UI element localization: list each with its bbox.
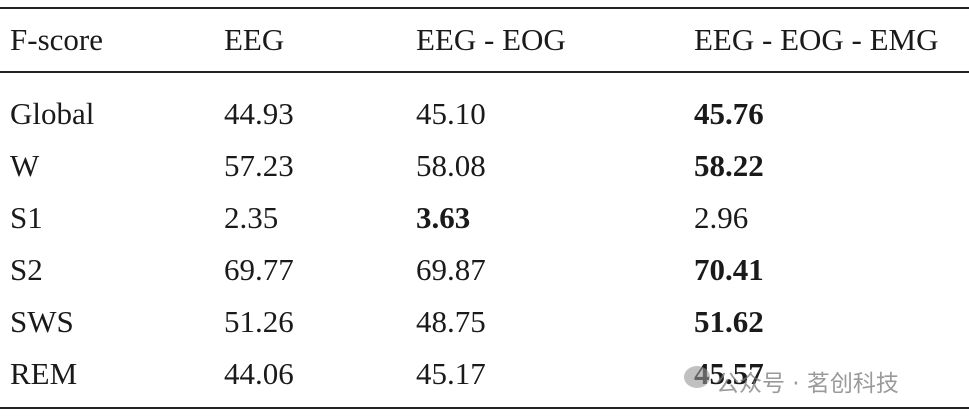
table-cell: 45.10	[416, 96, 486, 131]
table-cell: 57.23	[224, 148, 294, 183]
row-label: S2	[10, 252, 43, 287]
header-rule	[0, 71, 969, 73]
row-label: Global	[10, 96, 95, 131]
table-cell: 51.62	[694, 304, 764, 339]
header-cell: EEG	[224, 22, 285, 57]
table-cell: 70.41	[694, 252, 764, 287]
top-rule	[0, 7, 969, 9]
table-cell: 44.06	[224, 356, 294, 391]
row-label: SWS	[10, 304, 74, 339]
table-cell: 58.22	[694, 148, 764, 183]
table-cell: 2.35	[224, 200, 279, 235]
watermark-icon	[684, 366, 710, 388]
table-cell: 58.08	[416, 148, 486, 183]
header-cell: EEG - EOG - EMG	[694, 22, 939, 57]
table-cell: 51.26	[224, 304, 294, 339]
row-label: W	[10, 148, 40, 183]
table-cell: 44.93	[224, 96, 294, 131]
table-cell: 45.17	[416, 356, 486, 391]
row-label: REM	[10, 356, 78, 391]
header-cell: F-score	[10, 22, 103, 57]
bottom-rule	[0, 407, 969, 409]
row-label: S1	[10, 200, 43, 235]
table-cell: 2.96	[694, 200, 749, 235]
table-cell: 48.75	[416, 304, 486, 339]
table-cell: 3.63	[416, 200, 471, 235]
table-cell: 69.77	[224, 252, 294, 287]
table-cell: 69.87	[416, 252, 486, 287]
header-cell: EEG - EOG	[416, 22, 566, 57]
table-cell: 45.76	[694, 96, 764, 131]
watermark: 公众号 · 茗创科技	[716, 371, 899, 397]
